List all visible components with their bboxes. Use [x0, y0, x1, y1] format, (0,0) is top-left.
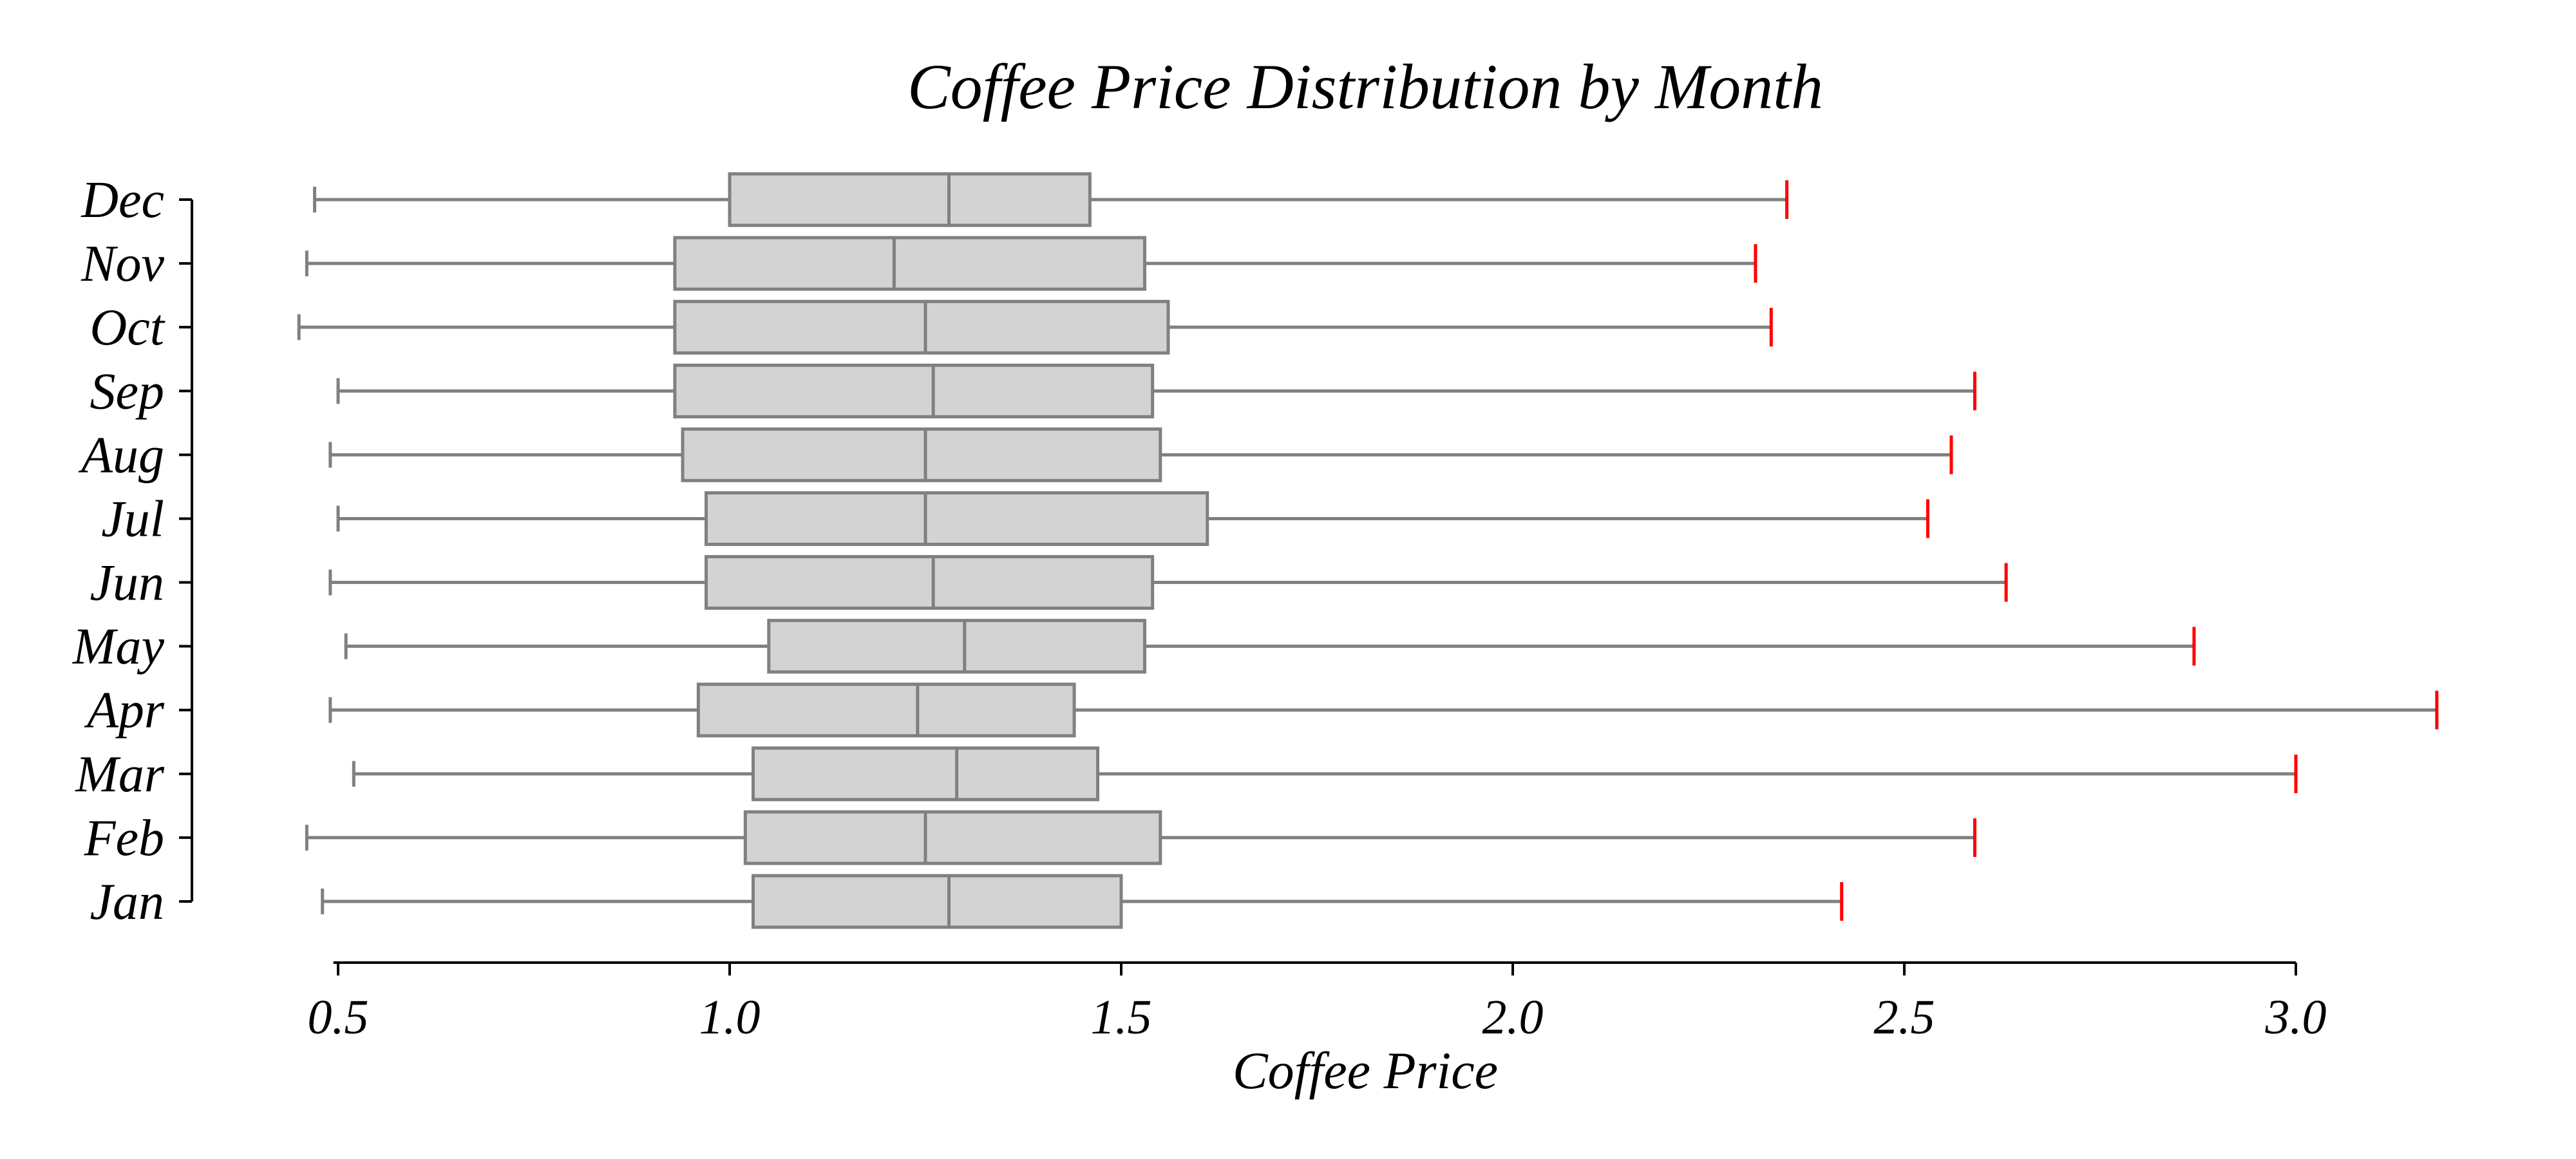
y-tick-label: Mar	[75, 746, 165, 803]
y-tick-label: Aug	[78, 427, 164, 484]
y-tick-label: Feb	[84, 810, 164, 867]
box-iqr	[705, 555, 1155, 610]
x-tick-label: 0.5	[308, 990, 369, 1044]
y-tick-label: Sep	[90, 363, 164, 420]
box-iqr	[728, 172, 1092, 227]
plot-area: 0.5 1.0 1.5 2.0 2.5 3.0 Jan Feb Mar Apr May Jun Jul A…	[72, 172, 2439, 1044]
box-iqr	[751, 746, 1100, 802]
y-tick-label: Jan	[90, 874, 164, 930]
box-iqr	[767, 619, 1146, 674]
box-iqr	[681, 427, 1162, 482]
y-tick-label: Oct	[90, 299, 165, 356]
chart-title: Coffee Price Distribution by Month	[907, 51, 1823, 122]
box-iqr	[673, 236, 1146, 291]
box-iqr	[673, 363, 1155, 419]
y-tick-label: Nov	[80, 236, 164, 292]
box-iqr	[743, 810, 1162, 865]
y-tick-label: Apr	[84, 683, 165, 739]
box-iqr	[751, 874, 1123, 929]
box-iqr	[705, 491, 1209, 546]
y-tick-label: Dec	[80, 172, 164, 229]
y-tick-label: May	[72, 619, 165, 675]
y-tick-label: Jun	[90, 555, 164, 612]
x-tick-label: 1.0	[699, 990, 761, 1044]
y-tick-label: Jul	[101, 491, 164, 547]
x-tick-label: 2.5	[1874, 990, 1935, 1044]
x-tick-label: 1.5	[1091, 990, 1152, 1044]
box-iqr	[673, 299, 1170, 355]
x-tick-label: 3.0	[2265, 990, 2327, 1044]
x-tick-label: 2.0	[1482, 990, 1544, 1044]
box-iqr	[696, 683, 1076, 738]
x-axis-label: Coffee Price	[1233, 1041, 1498, 1100]
